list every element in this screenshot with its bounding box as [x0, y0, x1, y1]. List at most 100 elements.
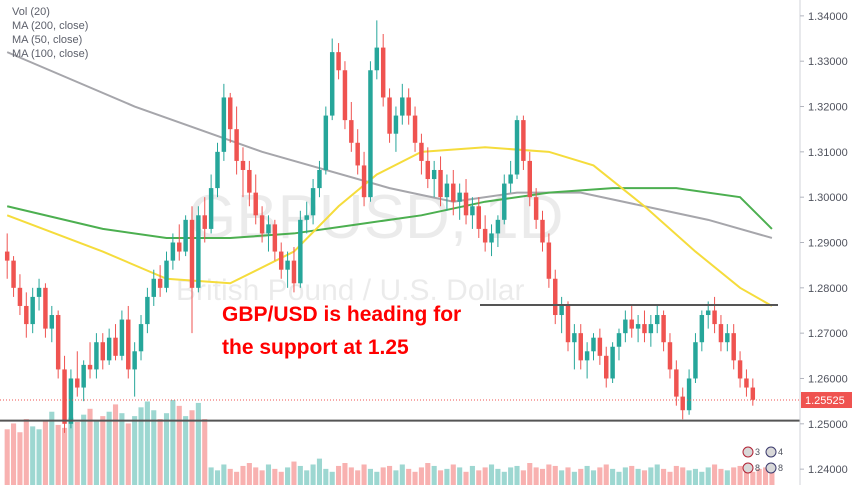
candle-body [629, 319, 634, 329]
volume-bar [61, 427, 68, 485]
candle [661, 310, 666, 352]
price-tick-label: 1.29000 [808, 238, 848, 250]
candle [674, 360, 679, 406]
volume-bar [367, 468, 373, 485]
flag-gb-icon[interactable] [742, 462, 754, 474]
candle-body [699, 315, 705, 343]
candle [463, 179, 469, 225]
candle [4, 233, 10, 279]
volume-bar [304, 470, 310, 485]
ma100-line [6, 187, 773, 239]
candle [393, 106, 399, 152]
volume-bar [743, 470, 749, 485]
candle-body [221, 97, 227, 152]
ma200-line [6, 51, 773, 239]
volume-bar [278, 471, 284, 485]
candle-body [674, 369, 679, 397]
volume-bar [559, 470, 565, 485]
volume-bar [55, 424, 61, 485]
badge-count-4: 8 [778, 463, 783, 473]
candle [234, 106, 239, 175]
candle-body [310, 188, 316, 216]
horizontal-levels[interactable] [0, 304, 800, 422]
candle-body [228, 97, 233, 130]
candle [527, 151, 532, 207]
candle [565, 301, 571, 352]
candle-body [559, 305, 564, 316]
candle [310, 179, 316, 225]
volume-bar [87, 408, 93, 485]
candle [623, 310, 628, 343]
candle [635, 315, 641, 343]
flag-gb-icon[interactable] [742, 446, 754, 458]
volume-bar [144, 401, 150, 485]
candle [157, 265, 163, 297]
candle-body [451, 183, 456, 202]
candle [75, 351, 80, 397]
volume-bar [635, 468, 641, 485]
candle-body [412, 115, 418, 143]
candle-body [591, 337, 596, 352]
candle [419, 133, 424, 175]
candle-body [425, 160, 431, 180]
candle-body [648, 324, 654, 334]
volume-bar [208, 467, 214, 485]
volume-bar [495, 468, 501, 485]
candle-body [113, 337, 118, 356]
price-axis[interactable]: 1.34000 1.33000 1.32000 1.31000 1.30000 1.290… [800, 11, 848, 476]
event-badges[interactable]: 3 4 8 8 [742, 446, 783, 474]
candle [380, 33, 386, 107]
candle [43, 283, 48, 338]
volume-bar [183, 416, 189, 485]
price-tick-label: 1.24000 [808, 464, 848, 476]
candle [648, 315, 654, 347]
candle [731, 324, 736, 370]
candle-body [177, 242, 182, 252]
candle [553, 269, 558, 325]
volume-bar [565, 467, 571, 485]
candle-body [744, 378, 749, 388]
candle-body [36, 287, 42, 297]
candle-body [349, 120, 354, 143]
candle [744, 369, 749, 397]
legend-ma100[interactable]: MA (100, close) [12, 48, 88, 60]
candle [259, 206, 265, 243]
candle [55, 310, 61, 379]
candle [750, 378, 756, 406]
flag-us-icon[interactable] [765, 462, 777, 474]
candle-body [119, 319, 125, 356]
candle-body [431, 169, 437, 180]
candle-body [584, 351, 590, 361]
candle-body [247, 169, 252, 193]
volume-bar [253, 467, 259, 485]
candle [126, 305, 131, 379]
volume-bars [4, 400, 775, 485]
candle [572, 324, 577, 370]
candle [425, 147, 431, 189]
candle [349, 101, 354, 152]
volume-bar [610, 468, 616, 485]
volume-bar [418, 467, 424, 485]
candle-body [126, 319, 131, 370]
candle-body [196, 215, 201, 288]
candle [228, 92, 233, 143]
volume-bar [361, 464, 367, 485]
volume-bar [291, 461, 297, 485]
candle-body [457, 192, 462, 202]
candle [30, 287, 35, 334]
volume-bar [425, 463, 431, 485]
legend-ma50[interactable]: MA (50, close) [12, 34, 82, 46]
candle [49, 305, 55, 343]
candle-body [654, 315, 660, 325]
candle-body [705, 310, 711, 316]
legend-ma200[interactable]: MA (200, close) [12, 20, 88, 32]
legend-vol[interactable]: Vol (20) [12, 6, 50, 18]
candle-body [712, 310, 717, 325]
flag-us-icon[interactable] [765, 446, 777, 458]
candle [642, 310, 647, 343]
candle [253, 174, 258, 225]
volume-bar [641, 470, 648, 485]
candle [145, 287, 150, 334]
